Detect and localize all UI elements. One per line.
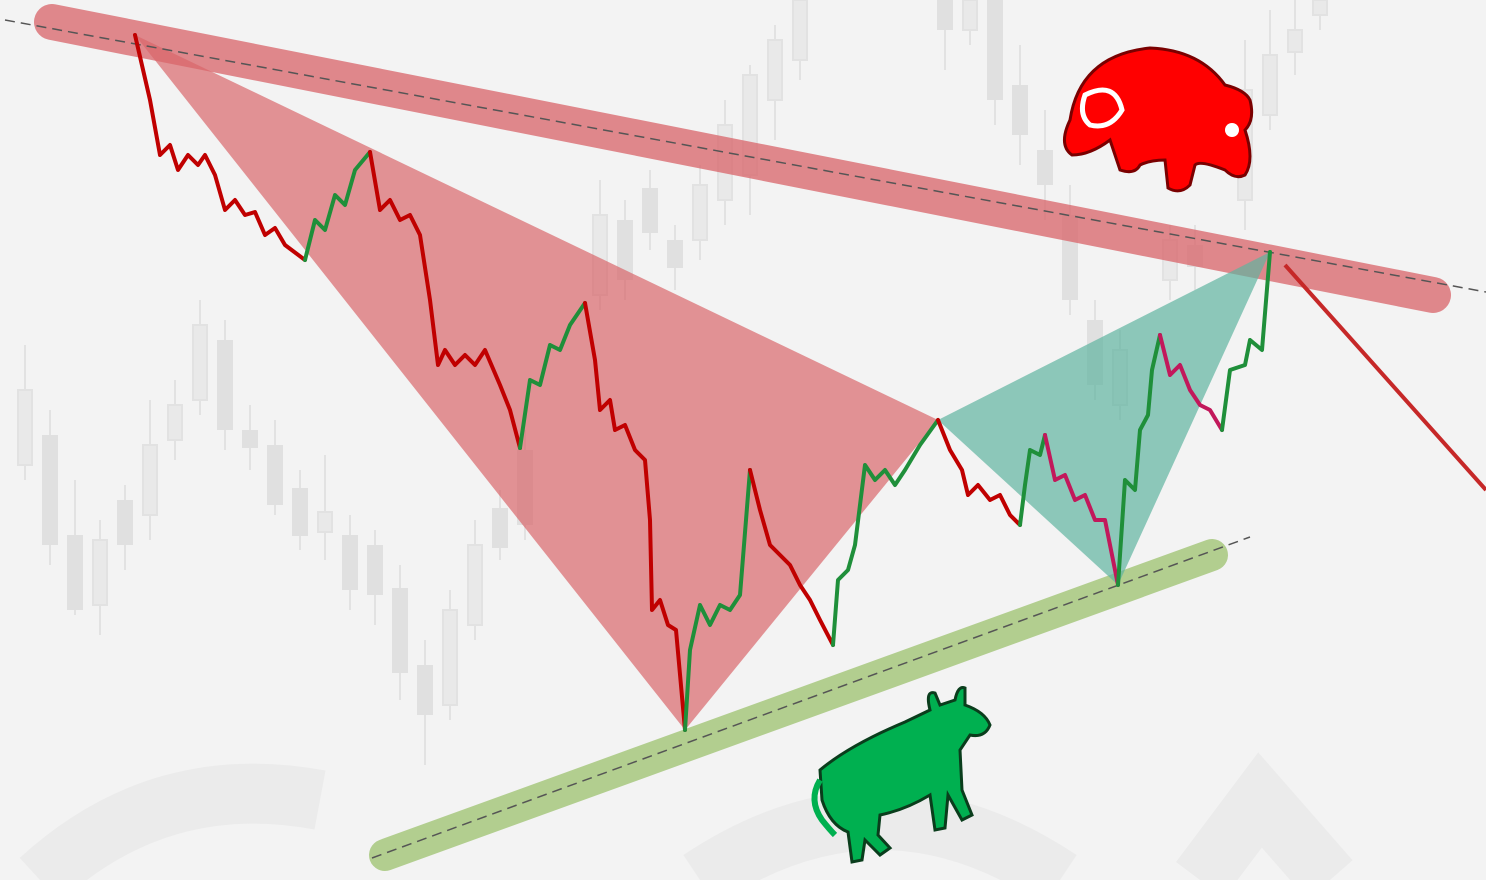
candle — [1288, 30, 1302, 52]
candle — [93, 540, 107, 605]
candle — [143, 445, 157, 515]
candle — [342, 535, 358, 590]
candle — [492, 508, 508, 548]
candle — [667, 240, 683, 268]
candle — [42, 435, 58, 545]
candle — [117, 500, 133, 545]
candle — [292, 488, 308, 536]
candle — [468, 545, 482, 625]
bear-eye — [1225, 123, 1239, 137]
candle — [193, 325, 207, 400]
candle — [793, 0, 807, 60]
candle — [642, 188, 658, 233]
candle — [1012, 85, 1028, 135]
candle — [768, 40, 782, 100]
candle — [1313, 0, 1327, 15]
candle — [937, 0, 953, 30]
candle — [217, 340, 233, 430]
candle — [417, 665, 433, 715]
candle — [267, 445, 283, 505]
candle — [18, 390, 32, 465]
candle — [443, 610, 457, 705]
candle — [987, 0, 1003, 100]
candle — [963, 0, 977, 30]
candle — [1037, 150, 1053, 185]
candle — [168, 405, 182, 440]
candle — [242, 430, 258, 448]
candle — [1263, 55, 1277, 115]
bear-leg — [1082, 90, 1122, 126]
candle — [67, 535, 83, 610]
candle — [318, 512, 332, 532]
candle — [392, 588, 408, 673]
candle — [693, 185, 707, 240]
candle — [367, 545, 383, 595]
